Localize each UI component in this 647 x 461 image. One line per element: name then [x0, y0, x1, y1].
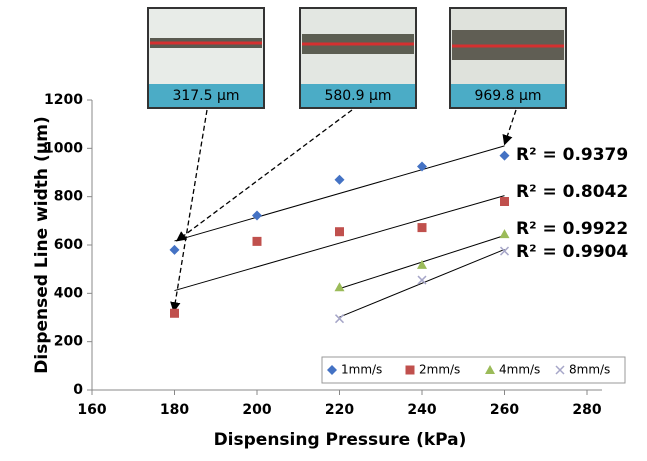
- trendline: [174, 195, 505, 292]
- point: [417, 161, 427, 172]
- point: [417, 275, 427, 285]
- y-tick-label: 1200: [44, 92, 83, 108]
- y-tick-label: 400: [54, 285, 83, 301]
- legend-marker: [485, 365, 495, 374]
- legend-label: 2mm/s: [419, 363, 460, 377]
- point: [499, 246, 510, 256]
- point: [252, 236, 262, 246]
- x-axis-label: Dispensing Pressure (kPa): [214, 430, 467, 450]
- r-squared-label: R² = 0.8042: [516, 182, 628, 202]
- legend-label: 8mm/s: [569, 363, 610, 377]
- x-tick-label: 260: [490, 402, 519, 418]
- inset-photos: [147, 7, 567, 109]
- y-tick-label: 1000: [44, 140, 83, 156]
- point: [500, 197, 509, 206]
- point: [499, 229, 510, 239]
- point: [499, 150, 510, 161]
- y-tick-label: 200: [54, 334, 83, 350]
- legend-marker: [405, 365, 415, 375]
- point: [252, 210, 262, 221]
- legend-box: [321, 356, 626, 384]
- legend-label: 4mm/s: [499, 363, 540, 377]
- y-tick-label: 600: [54, 237, 83, 253]
- x-tick-label: 240: [407, 402, 436, 418]
- r-squared-label: R² = 0.9922: [516, 219, 628, 239]
- inset-label: 969.8 µm: [474, 88, 541, 104]
- point: [334, 282, 345, 292]
- x-tick-label: 220: [325, 402, 354, 418]
- point: [334, 314, 345, 324]
- y-tick-label: 0: [73, 382, 83, 398]
- x-tick-label: 180: [160, 402, 189, 418]
- legend-marker: [555, 365, 565, 375]
- legend-label: 1mm/s: [341, 363, 382, 377]
- point: [169, 244, 180, 255]
- inset-label: 317.5 µm: [172, 88, 239, 104]
- point: [417, 259, 427, 269]
- x-tick-label: 280: [572, 402, 601, 418]
- point: [417, 223, 427, 233]
- inset-label: 580.9 µm: [324, 88, 391, 104]
- r-squared-label: R² = 0.9379: [516, 145, 628, 165]
- x-tick-label: 200: [242, 402, 271, 418]
- point: [334, 174, 345, 185]
- trendline: [174, 145, 505, 242]
- y-axis-label: Dispensed Line width (µm): [32, 116, 52, 373]
- r-squared-label: R² = 0.9904: [516, 242, 628, 262]
- inset-arrows: [170, 109, 517, 313]
- y-tick-label: 800: [54, 189, 83, 205]
- x-tick-label: 160: [77, 402, 106, 418]
- point: [170, 308, 179, 318]
- legend-marker: [327, 365, 337, 375]
- point: [335, 227, 344, 237]
- trendline: [339, 248, 505, 318]
